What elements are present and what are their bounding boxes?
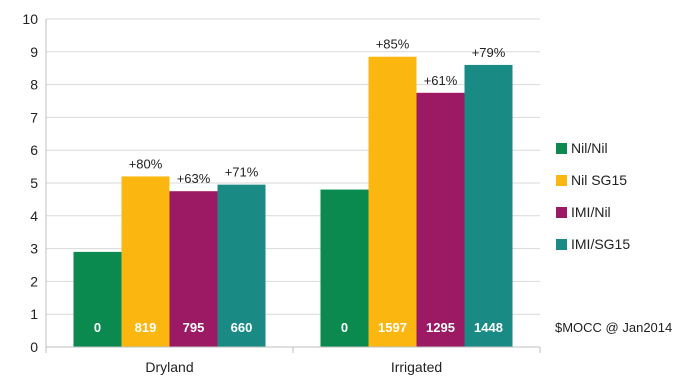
bar — [416, 92, 465, 347]
legend-swatch — [556, 143, 567, 154]
percent-label: +61% — [424, 73, 458, 88]
percent-label: +63% — [177, 171, 211, 186]
annotation-text: $MOCC @ Jan2014 — [555, 320, 672, 335]
y-tick-label: 5 — [30, 175, 38, 191]
y-tick-label: 10 — [22, 11, 38, 27]
in-bar-label: 795 — [183, 320, 205, 335]
y-tick-label: 7 — [30, 109, 38, 125]
y-tick-label: 9 — [30, 44, 38, 60]
y-tick-label: 4 — [30, 208, 38, 224]
y-tick-label: 2 — [30, 273, 38, 289]
in-bar-label: 0 — [94, 320, 101, 335]
in-bar-label: 1448 — [474, 320, 503, 335]
legend-swatch — [556, 239, 567, 250]
legend-label: IMI/SG15 — [571, 236, 630, 252]
x-axis: Dryland Irrigated — [45, 346, 541, 375]
percent-label: +85% — [376, 37, 410, 52]
legend-label: Nil/Nil — [571, 140, 608, 156]
y-tick-label: 8 — [30, 77, 38, 93]
bar — [169, 191, 218, 347]
x-category-label: Dryland — [145, 359, 193, 375]
bar — [217, 184, 266, 347]
y-tick-label: 6 — [30, 142, 38, 158]
percent-label: +79% — [472, 45, 506, 60]
legend-label: IMI/Nil — [571, 204, 611, 220]
in-bar-label: 819 — [135, 320, 157, 335]
legend-swatch — [556, 207, 567, 218]
x-category-label: Irrigated — [391, 359, 442, 375]
in-bar-label: 0 — [341, 320, 348, 335]
bar — [73, 251, 122, 347]
percent-label: +71% — [225, 165, 259, 180]
bar — [464, 64, 513, 348]
y-axis: 0 1 2 3 4 5 6 7 8 9 10 — [22, 11, 47, 355]
y-tick-label: 1 — [30, 306, 38, 322]
bar — [320, 189, 369, 347]
bar — [368, 56, 417, 347]
bars: 0 +80% 819 +63% 795 +71% 660 0 +85% 1597 +61% 1295 +… — [73, 37, 513, 348]
percent-label: +80% — [129, 156, 163, 171]
in-bar-label: 660 — [231, 320, 253, 335]
y-tick-label: 0 — [30, 339, 38, 355]
y-tick-label: 3 — [30, 241, 38, 257]
legend: Nil/Nil Nil SG15 IMI/Nil IMI/SG15 — [556, 140, 630, 252]
in-bar-label: 1295 — [426, 320, 455, 335]
bar — [121, 176, 170, 347]
in-bar-label: 1597 — [378, 320, 407, 335]
legend-label: Nil SG15 — [571, 172, 627, 188]
legend-swatch — [556, 175, 567, 186]
